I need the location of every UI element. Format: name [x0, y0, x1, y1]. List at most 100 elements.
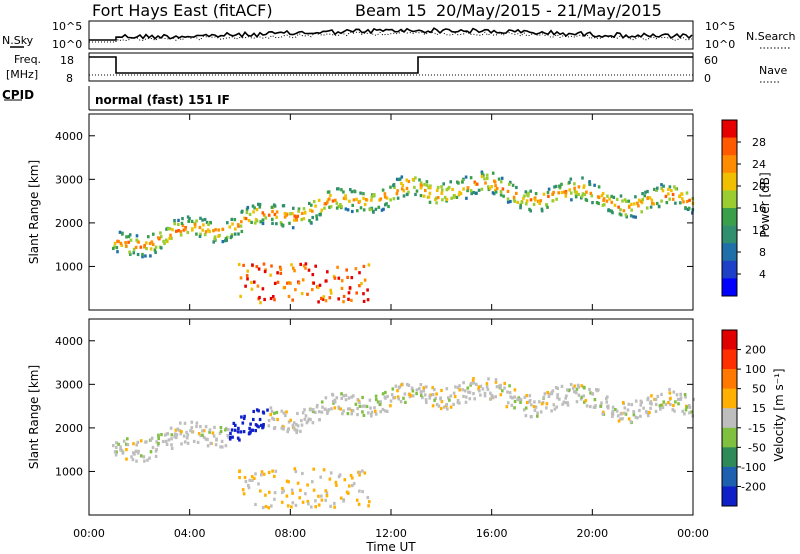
data-cell — [251, 263, 254, 267]
data-cell — [134, 245, 138, 249]
data-cell — [357, 502, 361, 506]
data-cell — [229, 435, 232, 439]
data-cell — [129, 252, 132, 256]
data-cell — [425, 183, 429, 187]
data-cell — [244, 217, 248, 221]
data-cell — [441, 188, 444, 192]
data-cell — [236, 436, 240, 440]
data-cell — [506, 200, 510, 204]
data-cell — [367, 504, 370, 508]
data-cell — [366, 288, 369, 292]
data-cell — [324, 407, 327, 411]
data-cell — [213, 425, 216, 429]
data-cell — [186, 441, 190, 445]
data-cell — [296, 214, 299, 218]
data-cell — [660, 392, 663, 396]
data-cell — [374, 409, 377, 413]
data-cell — [570, 198, 573, 202]
data-cell — [652, 202, 656, 206]
data-cell — [291, 298, 294, 302]
data-cell — [202, 223, 205, 227]
data-cell — [314, 264, 317, 268]
data-cell — [580, 395, 584, 399]
data-cell — [283, 211, 287, 216]
data-cell — [564, 191, 568, 195]
data-cell — [440, 185, 443, 189]
data-cell — [301, 471, 304, 476]
data-cell — [225, 238, 228, 242]
data-cell — [370, 198, 373, 202]
data-cell — [428, 396, 432, 400]
data-cell — [580, 384, 583, 388]
data-cell — [461, 180, 464, 184]
data-cell — [251, 478, 254, 482]
data-cell — [119, 241, 123, 245]
data-cell — [304, 266, 307, 270]
data-cell — [118, 230, 122, 234]
data-cell — [546, 391, 549, 395]
data-cell — [134, 449, 138, 453]
data-cell — [606, 406, 610, 410]
velocity-x-ticks — [88, 319, 694, 515]
data-cell — [640, 400, 643, 404]
nave-tick-low: 0 — [704, 72, 711, 85]
data-cell — [658, 404, 662, 408]
data-cell — [654, 409, 658, 413]
data-cell — [318, 418, 321, 422]
data-cell — [358, 404, 362, 408]
data-cell — [250, 287, 254, 291]
data-cell — [357, 470, 360, 474]
data-cell — [129, 238, 133, 242]
data-cell — [539, 199, 543, 203]
data-cell — [307, 268, 311, 272]
colorbar-swatch — [722, 190, 737, 209]
data-cell — [641, 197, 644, 202]
data-cell — [323, 206, 326, 210]
data-cell — [373, 406, 376, 410]
data-cell — [312, 408, 315, 412]
data-cell — [601, 203, 605, 207]
data-cell — [333, 276, 337, 280]
data-cell — [335, 483, 338, 487]
data-cell — [621, 417, 624, 421]
data-cell — [677, 402, 680, 406]
data-cell — [560, 190, 564, 195]
data-cell — [372, 194, 375, 198]
data-cell — [306, 419, 310, 423]
data-cell — [385, 196, 389, 200]
data-cell — [315, 217, 319, 221]
data-cell — [263, 297, 266, 302]
data-cell — [255, 219, 259, 223]
colorbar-swatch — [722, 243, 737, 262]
data-cell — [294, 288, 297, 292]
data-cell — [321, 297, 325, 301]
data-cell — [355, 197, 358, 201]
data-cell — [180, 221, 184, 225]
data-cell — [317, 300, 320, 304]
data-cell — [538, 400, 541, 404]
data-cell — [582, 184, 586, 188]
data-cell — [491, 396, 495, 400]
data-cell — [141, 255, 144, 259]
data-cell — [252, 409, 255, 414]
data-cell — [339, 496, 343, 500]
data-cell — [243, 414, 246, 418]
data-cell — [314, 499, 317, 503]
data-cell — [293, 428, 297, 432]
data-cell — [213, 237, 216, 241]
data-cell — [256, 284, 260, 288]
data-cell — [407, 190, 410, 194]
chart-title: Fort Hays East (fitACF) — [92, 1, 273, 20]
data-cell — [436, 188, 439, 192]
data-cell — [214, 443, 218, 447]
data-cell — [272, 295, 275, 299]
data-cell — [479, 384, 483, 388]
data-cell — [675, 393, 679, 397]
data-cell — [502, 194, 505, 198]
data-cell — [283, 285, 286, 290]
data-cell — [333, 400, 337, 404]
data-cell — [362, 299, 366, 303]
data-cell — [121, 232, 124, 236]
data-cell — [311, 273, 315, 277]
data-cell — [656, 186, 659, 190]
